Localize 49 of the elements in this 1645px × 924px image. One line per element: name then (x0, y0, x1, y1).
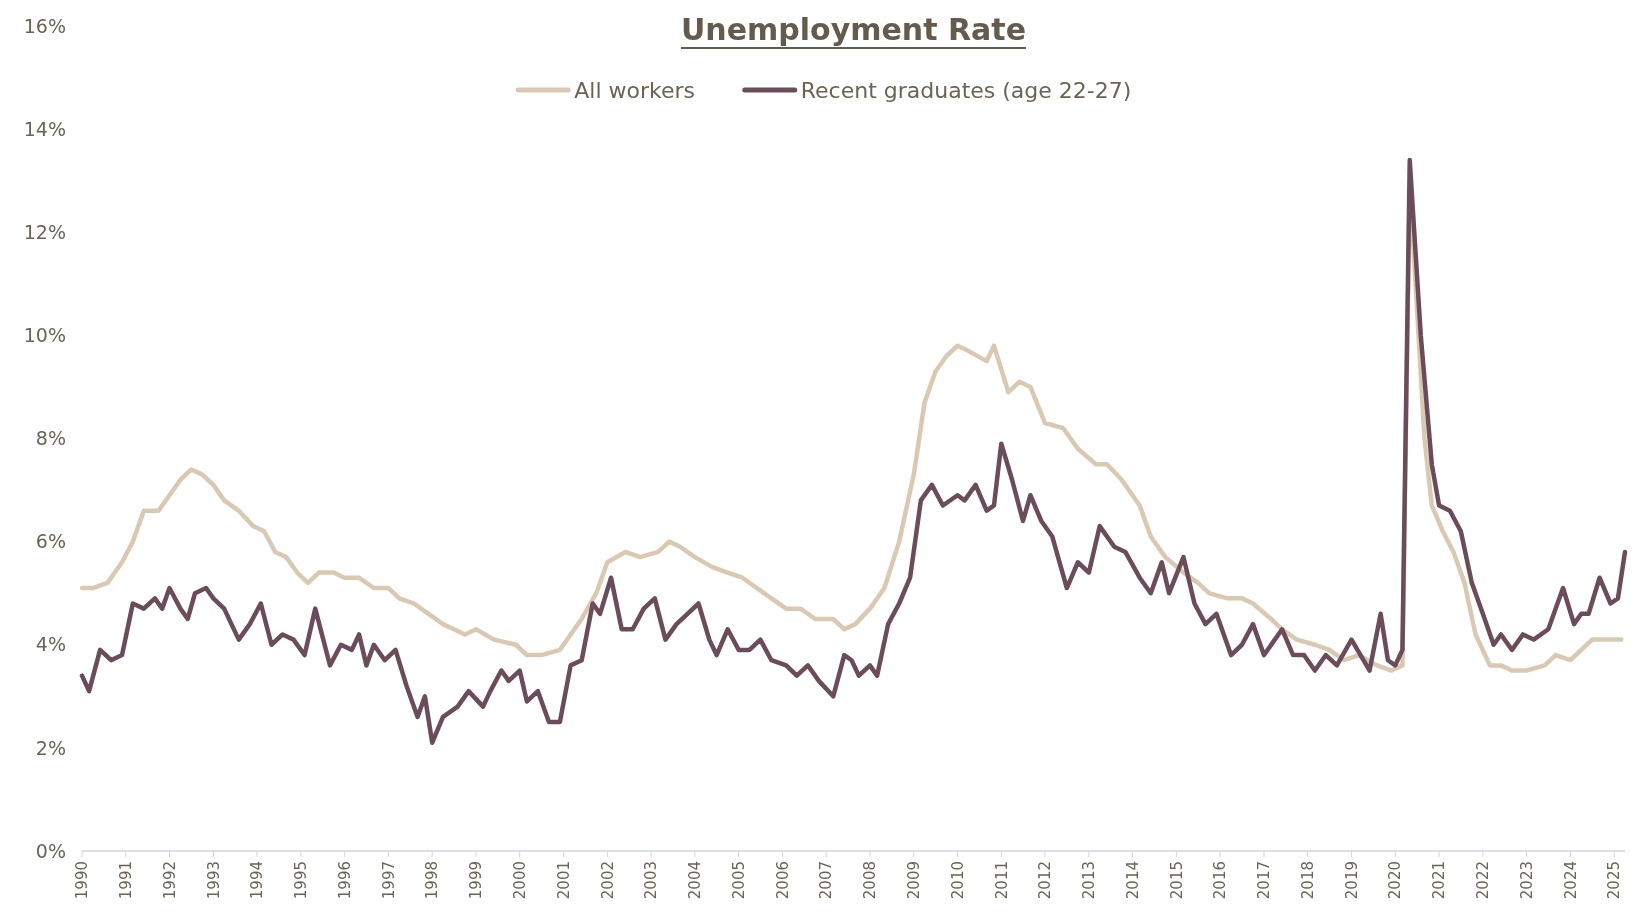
x-tick-label: 2011 (992, 861, 1011, 900)
y-tick-label: 16% (23, 14, 66, 37)
x-tick-label: 2016 (1211, 861, 1230, 900)
y-tick-label: 0% (35, 839, 66, 862)
x-tick-label: 1995 (292, 861, 311, 900)
x-tick-label: 2025 (1605, 861, 1624, 900)
x-tick-label: 2000 (510, 861, 529, 900)
y-tick-label: 14% (23, 117, 66, 140)
x-tick-label: 1999 (467, 861, 486, 900)
x-tick-label: 2021 (1430, 861, 1449, 900)
line-series (79, 157, 1628, 745)
x-tick-label: 2010 (948, 861, 967, 900)
x-tick-label: 1992 (160, 861, 179, 900)
x-tick-label: 2009 (905, 861, 924, 900)
x-tick-label: 1990 (73, 861, 92, 900)
x-tick-label: 2003 (642, 861, 661, 900)
x-tick-label: 1998 (423, 861, 442, 900)
x-tick-label: 2022 (1474, 861, 1493, 900)
legend-label: Recent graduates (age 22-27) (800, 77, 1132, 103)
y-tick-label: 8% (35, 427, 66, 450)
x-tick-label: 2002 (598, 861, 617, 900)
x-tick-label: 2007 (817, 861, 836, 900)
x-tick-label: 2013 (1080, 861, 1099, 900)
chart-title: Unemployment Rate (680, 12, 1027, 47)
x-tick-label: 1997 (379, 861, 398, 900)
y-tick-label: 2% (35, 736, 66, 759)
y-tick-label: 4% (35, 633, 66, 656)
x-tick-label: 1994 (248, 861, 267, 900)
x-tick-label: 2014 (1123, 861, 1142, 900)
x-tick-label: 2001 (554, 861, 573, 900)
x-tick-label: 2017 (1255, 861, 1274, 900)
x-tick-label: 2006 (773, 861, 792, 900)
x-tick-label: 2008 (861, 861, 880, 900)
y-tick-label: 6% (35, 530, 66, 553)
x-tick-label: 2005 (729, 861, 748, 900)
x-tick-label: 2019 (1342, 861, 1361, 900)
x-tick-label: 1991 (117, 861, 135, 900)
x-tick-label: 1996 (335, 861, 354, 900)
x-tick-label: 2020 (1386, 861, 1405, 900)
x-tick-label: 1993 (204, 861, 223, 900)
y-tick-label: 10% (23, 324, 66, 347)
x-tick-label: 2004 (686, 861, 705, 900)
x-tick-label: 2023 (1517, 861, 1536, 900)
x-tick-label: 2024 (1561, 861, 1580, 900)
legend-label: All workers (574, 77, 696, 103)
x-tick-label: 2012 (1036, 861, 1055, 900)
x-tick-label: 2018 (1299, 861, 1317, 900)
x-tick-label: 2015 (1167, 861, 1186, 900)
y-tick-label: 12% (23, 220, 66, 243)
